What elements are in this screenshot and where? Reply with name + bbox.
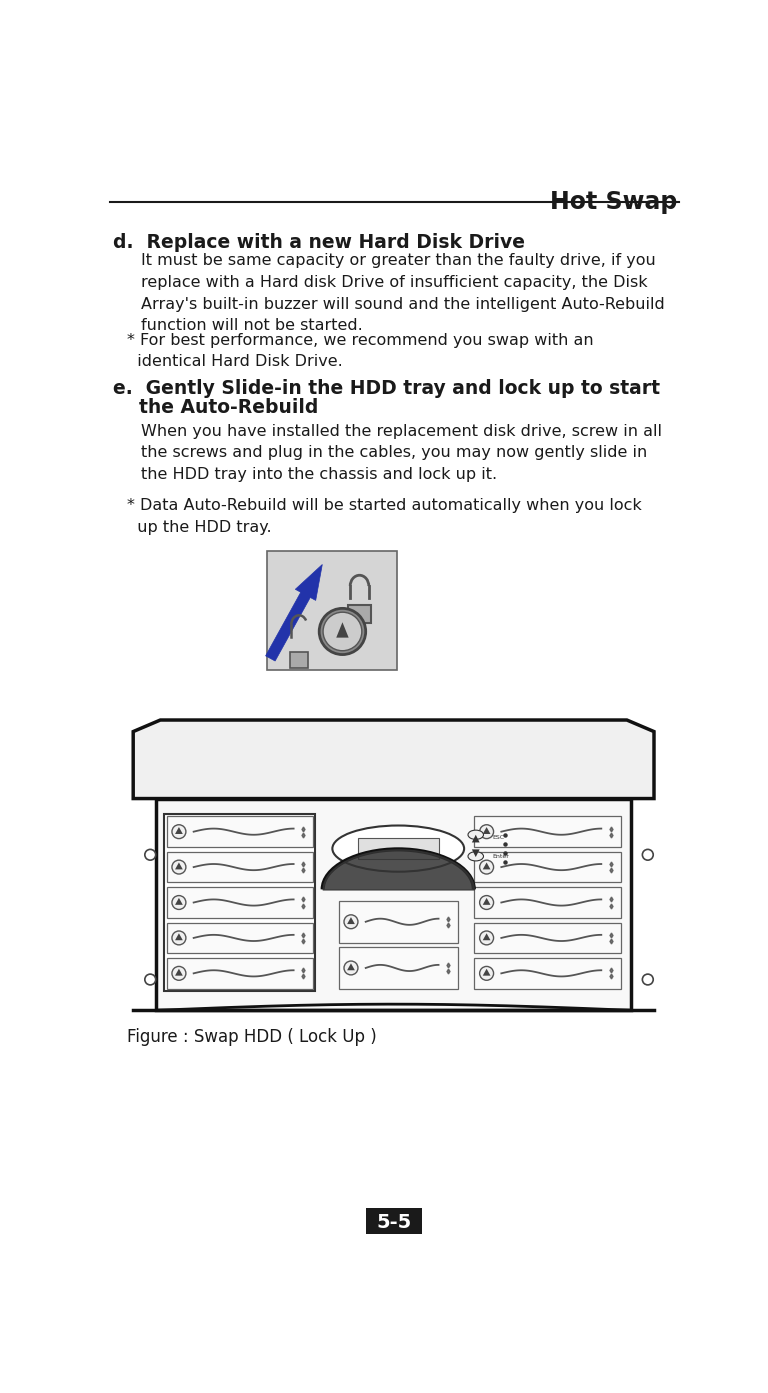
Polygon shape bbox=[483, 827, 491, 834]
Circle shape bbox=[172, 825, 186, 839]
Text: * For best performance, we recommend you swap with an
  identical Hard Disk Driv: * For best performance, we recommend you… bbox=[127, 333, 594, 369]
Text: It must be same capacity or greater than the faulty drive, if you
replace with a: It must be same capacity or greater than… bbox=[141, 254, 664, 333]
Text: * Data Auto-Rebuild will be started automatically when you lock
  up the HDD tra: * Data Auto-Rebuild will be started auto… bbox=[127, 499, 642, 535]
Bar bbox=[474, 922, 621, 953]
Bar bbox=[167, 851, 313, 883]
Bar bbox=[474, 851, 621, 883]
Circle shape bbox=[642, 974, 654, 985]
Circle shape bbox=[480, 931, 494, 944]
Polygon shape bbox=[175, 827, 183, 834]
Circle shape bbox=[642, 850, 654, 859]
Text: the Auto-Rebuild: the Auto-Rebuild bbox=[113, 398, 319, 417]
Circle shape bbox=[323, 612, 362, 651]
Text: ESC: ESC bbox=[493, 834, 505, 840]
Polygon shape bbox=[133, 720, 654, 798]
Polygon shape bbox=[175, 933, 183, 940]
Circle shape bbox=[480, 896, 494, 910]
Circle shape bbox=[172, 896, 186, 910]
Text: d.  Replace with a new Hard Disk Drive: d. Replace with a new Hard Disk Drive bbox=[113, 233, 525, 252]
Bar bbox=[474, 816, 621, 847]
Polygon shape bbox=[175, 898, 183, 905]
FancyBboxPatch shape bbox=[348, 605, 371, 623]
Text: 5-5: 5-5 bbox=[376, 1213, 411, 1233]
Circle shape bbox=[319, 609, 366, 655]
Circle shape bbox=[480, 859, 494, 873]
Circle shape bbox=[172, 931, 186, 944]
Polygon shape bbox=[175, 862, 183, 869]
Circle shape bbox=[344, 961, 358, 975]
Polygon shape bbox=[175, 968, 183, 975]
Polygon shape bbox=[266, 564, 323, 662]
Text: When you have installed the replacement disk drive, screw in all
the screws and : When you have installed the replacement … bbox=[141, 423, 662, 482]
Ellipse shape bbox=[333, 826, 464, 872]
Text: e.  Gently Slide-in the HDD tray and lock up to start: e. Gently Slide-in the HDD tray and lock… bbox=[113, 379, 660, 398]
Circle shape bbox=[172, 967, 186, 981]
Polygon shape bbox=[472, 850, 480, 857]
Polygon shape bbox=[483, 933, 491, 940]
Bar bbox=[164, 814, 316, 990]
Circle shape bbox=[145, 850, 156, 859]
Bar bbox=[366, 1208, 422, 1234]
Bar bbox=[474, 887, 621, 918]
Bar bbox=[339, 901, 458, 943]
Polygon shape bbox=[483, 862, 491, 869]
Bar bbox=[474, 958, 621, 989]
Polygon shape bbox=[472, 834, 480, 843]
Ellipse shape bbox=[468, 830, 484, 840]
Polygon shape bbox=[336, 623, 349, 638]
Bar bbox=[167, 816, 313, 847]
Bar bbox=[167, 887, 313, 918]
Circle shape bbox=[480, 967, 494, 981]
Text: Enter: Enter bbox=[493, 854, 510, 859]
Circle shape bbox=[344, 915, 358, 929]
Polygon shape bbox=[133, 720, 654, 1010]
Bar bbox=[157, 798, 631, 1010]
Ellipse shape bbox=[468, 851, 484, 861]
Circle shape bbox=[145, 974, 156, 985]
Polygon shape bbox=[347, 917, 355, 924]
Text: Figure : Swap HDD ( Lock Up ): Figure : Swap HDD ( Lock Up ) bbox=[127, 1028, 377, 1046]
Bar bbox=[339, 947, 458, 989]
Polygon shape bbox=[347, 964, 355, 971]
Bar bbox=[167, 922, 313, 953]
Bar bbox=[167, 958, 313, 989]
Circle shape bbox=[480, 825, 494, 839]
Text: Hot Swap: Hot Swap bbox=[550, 191, 677, 215]
FancyBboxPatch shape bbox=[290, 652, 308, 667]
Bar bbox=[266, 550, 397, 670]
Polygon shape bbox=[483, 968, 491, 975]
Bar bbox=[358, 837, 439, 859]
Polygon shape bbox=[483, 898, 491, 905]
Circle shape bbox=[172, 859, 186, 873]
